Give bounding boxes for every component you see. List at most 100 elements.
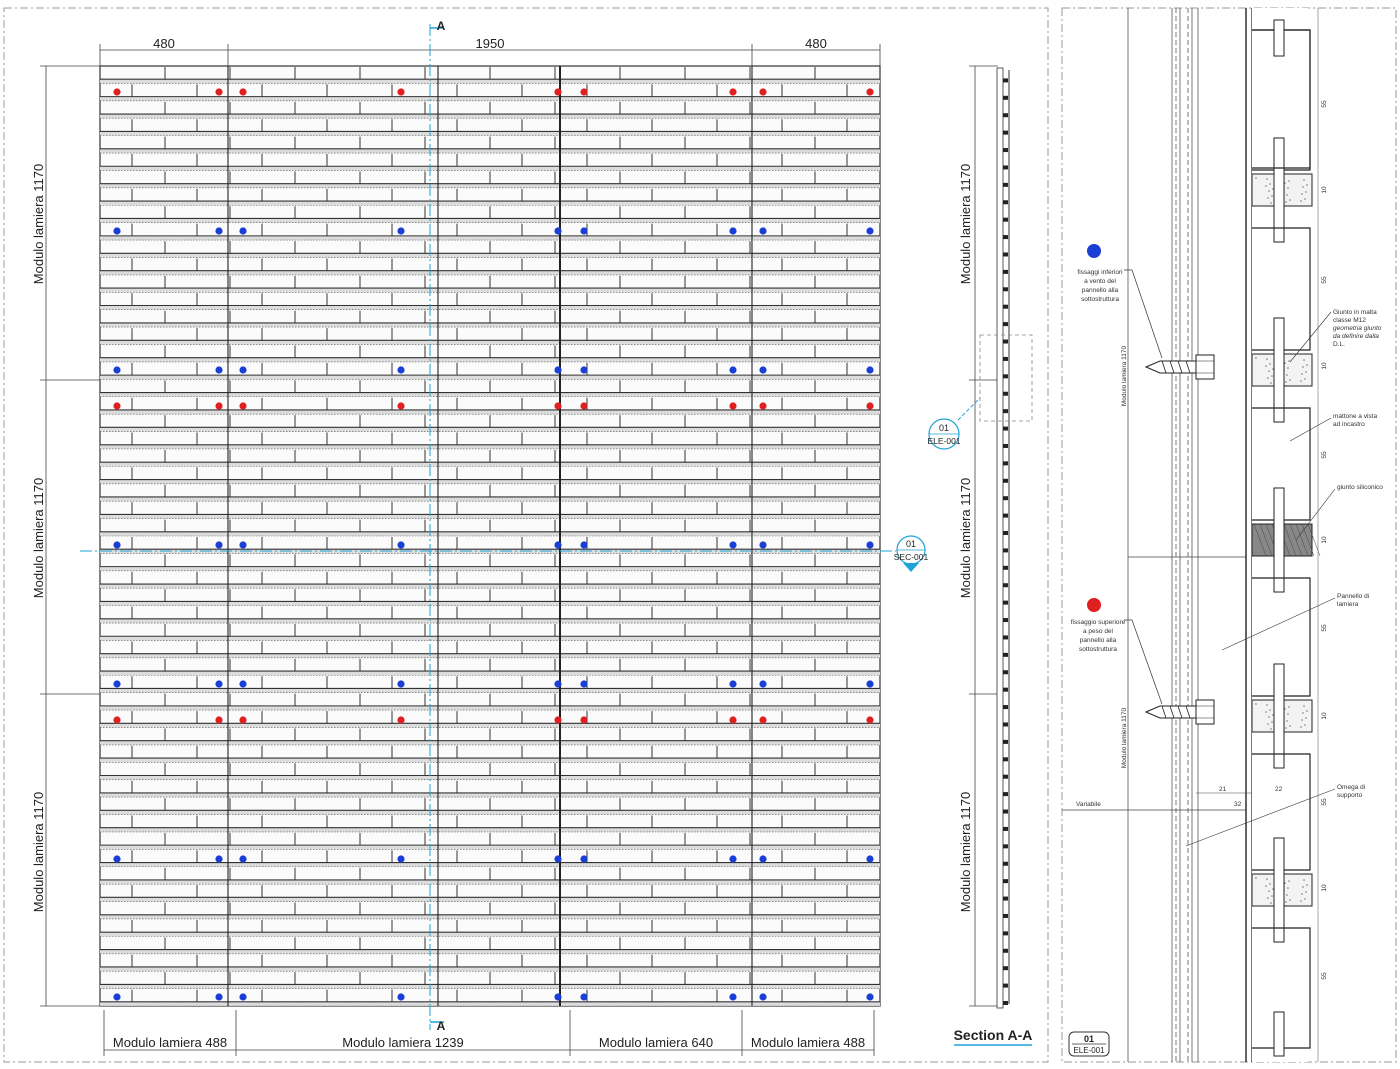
detail-dimension-ticks: 55 10 55 10 55 10 55 10 55 10 55 bbox=[1317, 8, 1328, 1062]
detail-tag-ref: ELE-001 bbox=[1073, 1046, 1105, 1055]
red-fixing-dot bbox=[866, 88, 874, 96]
note-malta-l3: geometria giunto bbox=[1333, 325, 1382, 332]
detail-tag-num: 01 bbox=[1084, 1034, 1094, 1044]
detail-tag: 01 ELE-001 bbox=[1068, 1031, 1110, 1057]
dim-tick-label: 55 bbox=[1321, 972, 1328, 980]
red-fixing-dot bbox=[580, 402, 588, 410]
red-fixing-dot bbox=[729, 716, 737, 724]
blue-fixing-dot bbox=[866, 541, 874, 549]
note-silicone-l1: giunto siliconico bbox=[1337, 484, 1383, 491]
blue-fixing-dot bbox=[729, 993, 737, 1001]
blue-fixing-dot bbox=[239, 541, 247, 549]
section-brick-profile bbox=[1003, 78, 1008, 1005]
dim-tick-label: 10 bbox=[1321, 712, 1328, 720]
elevation-view bbox=[99, 65, 881, 1007]
elevation-frame bbox=[3, 7, 1049, 1063]
dim-tick-label: 10 bbox=[1321, 884, 1328, 892]
red-fixing-dot bbox=[239, 88, 247, 96]
blue-fixing-dot bbox=[397, 366, 405, 374]
red-fixing-dot bbox=[397, 402, 405, 410]
detail-module-2: Modulo lamiera 1170 bbox=[1121, 708, 1128, 769]
note-malta-l4: da definire dalla bbox=[1333, 333, 1379, 340]
legend-blue-l2: a vento del bbox=[1084, 278, 1116, 285]
note-giunto-malta: Giunto in malta classe M12 geometria giu… bbox=[1289, 309, 1382, 363]
blue-fixing-dot bbox=[729, 680, 737, 688]
section-dim-3: Modulo lamiera 1170 bbox=[958, 792, 973, 912]
note-mattone-l2: ad incastro bbox=[1333, 421, 1365, 428]
blue-fixing-dot bbox=[759, 993, 767, 1001]
blue-fixing-dot bbox=[554, 855, 562, 863]
red-fixing-dot bbox=[554, 88, 562, 96]
blue-fixing-dot bbox=[580, 855, 588, 863]
top-dimensions: 480 1950 480 bbox=[99, 36, 881, 66]
dim-tick-label: 10 bbox=[1321, 186, 1328, 194]
note-mattone-l1: mattone a vista bbox=[1333, 413, 1377, 420]
callout-sec-001[interactable]: 01 SEC-001 bbox=[80, 535, 929, 572]
red-fixing-dot bbox=[113, 716, 121, 724]
legend-red-l3: pannello alla bbox=[1080, 637, 1117, 644]
blue-fixing-dot bbox=[215, 855, 223, 863]
blue-fixing-dot bbox=[759, 227, 767, 235]
blue-fixing-dot bbox=[866, 993, 874, 1001]
callout-ele-num: 01 bbox=[939, 423, 949, 433]
red-fixing-dot bbox=[554, 716, 562, 724]
blue-fixing-dot bbox=[239, 227, 247, 235]
blue-fixing-dot bbox=[759, 366, 767, 374]
section-a-a-view: Modulo lamiera 1170 Modulo lamiera 1170 … bbox=[958, 65, 1033, 1009]
fixing-points bbox=[113, 88, 874, 1001]
red-fixing-dot bbox=[580, 716, 588, 724]
section-mark-bottom: A bbox=[437, 1019, 446, 1033]
note-pannello-l1: Pannello di bbox=[1337, 593, 1369, 600]
legend-red-l1: fissaggio superiore bbox=[1071, 619, 1126, 626]
blue-fixing-dot bbox=[759, 855, 767, 863]
blue-fixing-dot bbox=[729, 227, 737, 235]
blue-fixing-dot bbox=[397, 855, 405, 863]
note-mattone: mattone a vista ad incastro bbox=[1289, 413, 1377, 442]
blue-fixing-dot bbox=[866, 366, 874, 374]
dim-tick-label: 55 bbox=[1321, 798, 1328, 806]
detail-frame bbox=[1061, 7, 1397, 1063]
callout-ele-001[interactable]: 01 ELE-001 bbox=[927, 397, 981, 450]
red-fixing-dot bbox=[729, 88, 737, 96]
screw-lower bbox=[1144, 699, 1215, 725]
legend-blue-l3: pannello alla bbox=[1082, 287, 1119, 294]
note-pannello-l2: lamiera bbox=[1337, 601, 1359, 608]
dim-bottom-4: Modulo lamiera 488 bbox=[751, 1035, 865, 1050]
red-fixing-dot bbox=[866, 402, 874, 410]
red-fixing-dot bbox=[239, 402, 247, 410]
legend-blue-l4: sottostruttura bbox=[1081, 296, 1119, 303]
dim-top-3: 480 bbox=[805, 36, 827, 51]
note-malta-l5: D.L. bbox=[1333, 341, 1345, 348]
legend-blue-fixing: fissaggi inferiori a vento del pannello … bbox=[1077, 244, 1163, 359]
blue-fixing-dot bbox=[397, 680, 405, 688]
section-dim-2: Modulo lamiera 1170 bbox=[958, 478, 973, 598]
blue-fixing-dot bbox=[215, 541, 223, 549]
red-fixing-dot bbox=[759, 716, 767, 724]
detail-bricks bbox=[1251, 8, 1321, 1062]
dim-left-3: Modulo lamiera 1170 bbox=[31, 792, 46, 912]
screw-upper bbox=[1144, 354, 1215, 380]
note-pannello: Pannello di lamiera bbox=[1221, 593, 1369, 651]
section-dim-1: Modulo lamiera 1170 bbox=[958, 164, 973, 284]
blue-fixing-dot bbox=[215, 993, 223, 1001]
red-fixing-dot bbox=[729, 402, 737, 410]
blue-fixing-dot bbox=[113, 855, 121, 863]
bottom-dimensions: Modulo lamiera 488 Modulo lamiera 1239 M… bbox=[103, 1010, 875, 1056]
blue-fixing-dot bbox=[239, 366, 247, 374]
detail-view: fissaggi inferiori a vento del pannello … bbox=[1062, 8, 1383, 1062]
blue-fixing-dot bbox=[397, 993, 405, 1001]
note-omega-l1: Omega di bbox=[1337, 784, 1365, 791]
dim-bottom-2: Modulo lamiera 1239 bbox=[342, 1035, 463, 1050]
callout-sec-num: 01 bbox=[906, 539, 916, 549]
blue-fixing-dot bbox=[729, 855, 737, 863]
dim-32: 32 bbox=[1234, 801, 1242, 808]
red-fixing-dot bbox=[215, 88, 223, 96]
blue-fixing-dot bbox=[554, 541, 562, 549]
red-fixing-dot bbox=[215, 402, 223, 410]
dim-tick-label: 55 bbox=[1321, 624, 1328, 632]
blue-fixing-dot bbox=[215, 680, 223, 688]
section-title-text: Section A-A bbox=[954, 1027, 1033, 1043]
dim-top-1: 480 bbox=[153, 36, 175, 51]
variabile-label: Variabile bbox=[1076, 801, 1101, 808]
blue-fixing-dot bbox=[759, 541, 767, 549]
